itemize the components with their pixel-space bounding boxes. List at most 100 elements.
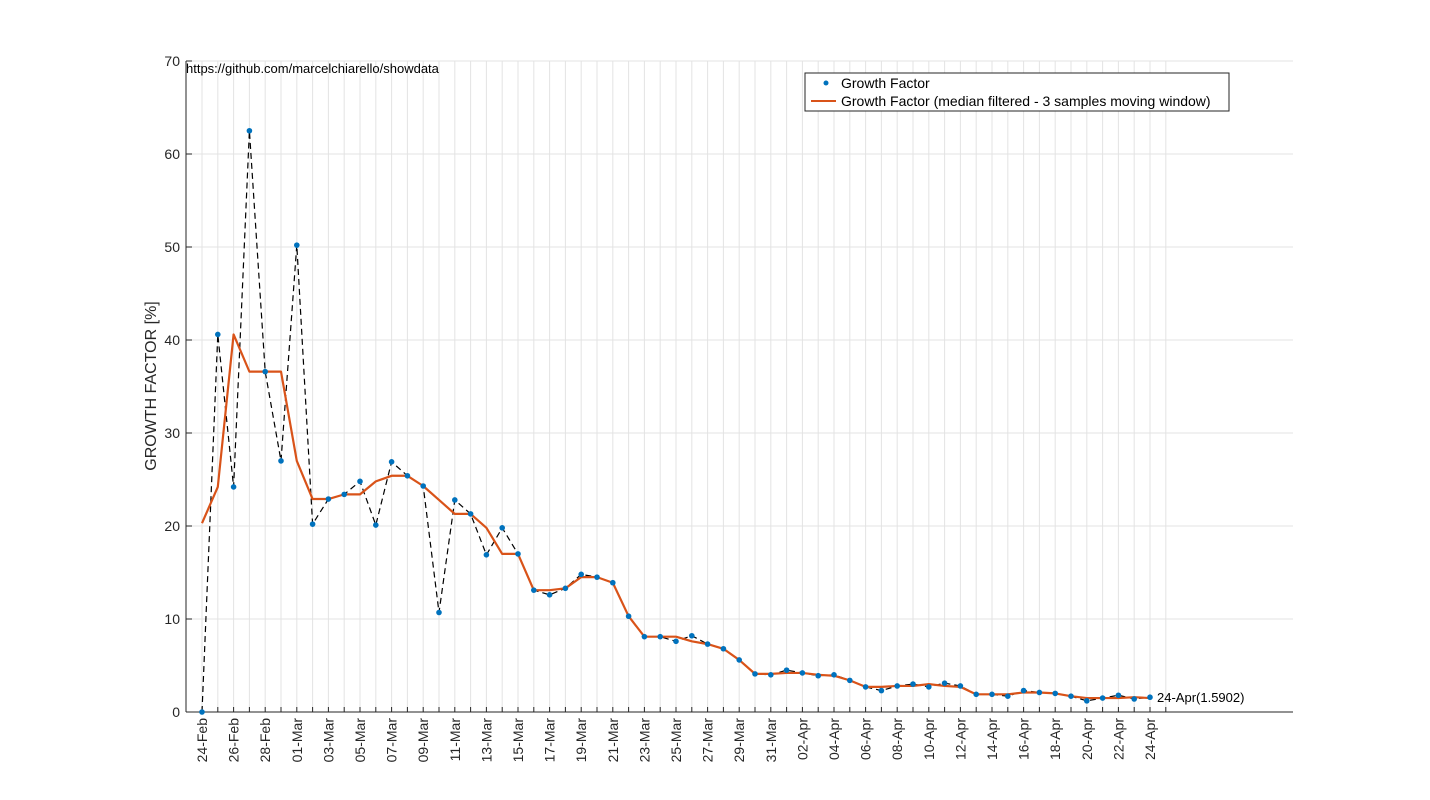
x-tick-label: 12-Apr: [952, 718, 968, 760]
growth-factor-point: [657, 633, 663, 640]
y-tick-label: 30: [164, 425, 180, 441]
x-tick-label: 11-Mar: [447, 718, 463, 762]
growth-factor-point: [452, 497, 458, 503]
x-tick-label: 24-Feb: [194, 718, 210, 763]
x-tick-label: 27-Mar: [700, 718, 716, 763]
growth-factor-point: [1131, 696, 1137, 702]
growth-factor-point: [230, 484, 237, 490]
legend: Growth Factor Growth Factor (median filt…: [804, 72, 1230, 112]
growth-factor-point: [357, 478, 363, 485]
growth-factor-point: [973, 691, 979, 698]
growth-factor-point: [325, 496, 332, 502]
growth-factor-point: [436, 609, 442, 616]
x-tick-label: 05-Mar: [352, 718, 368, 763]
growth-factor-point: [1036, 689, 1043, 696]
x-tick-label: 24-Apr: [1142, 718, 1158, 760]
growth-factor-point: [1099, 695, 1106, 701]
growth-factor-point: [483, 552, 490, 558]
axis-ticks: 0 10 20 30 40 50 60 70 24-Feb 26-Feb 28-Feb 01-Mar 0…: [164, 53, 1167, 763]
growth-factor-point: [562, 585, 569, 592]
growth-factor-point: [673, 638, 679, 645]
growth-factor-point: [546, 592, 553, 598]
growth-factor-point: [594, 574, 600, 580]
growth-factor-point: [1005, 693, 1011, 699]
growth-factor-point: [1068, 693, 1074, 699]
growth-factor-point: [610, 579, 616, 586]
y-tick-label: 60: [164, 146, 180, 162]
legend-marker-growth-factor: [823, 80, 829, 86]
legend-box: [804, 72, 1230, 112]
x-tick-label: 20-Apr: [1079, 718, 1095, 760]
growth-factor-point: [625, 613, 632, 620]
growth-factor-point: [1084, 698, 1090, 704]
growth-factor-point: [831, 672, 837, 678]
y-tick-label: 0: [172, 704, 180, 720]
growth-factor-point: [262, 368, 269, 375]
x-tick-label: 29-Mar: [731, 718, 747, 763]
growth-factor-point: [215, 331, 221, 338]
growth-factor-point: [294, 242, 300, 248]
x-tick-label: 13-Mar: [478, 718, 494, 763]
growth-factor-point: [404, 472, 411, 479]
x-tick-label: 23-Mar: [636, 718, 652, 763]
growth-factor-point: [531, 587, 537, 593]
growth-factor-point: [578, 571, 584, 578]
x-tick-label: 15-Mar: [510, 718, 526, 763]
growth-factor-point: [1115, 692, 1122, 699]
growth-factor-point: [989, 691, 995, 698]
growth-factor-point: [467, 511, 474, 517]
y-axis-label: GROWTH FACTOR [%]: [143, 301, 160, 470]
y-tick-label: 10: [164, 611, 180, 627]
growth-factor-point: [388, 459, 395, 465]
y-tick-label: 40: [164, 332, 180, 348]
growth-factor-point: [878, 687, 885, 694]
x-tick-label: 14-Apr: [984, 718, 1000, 760]
x-tick-label: 31-Mar: [763, 718, 779, 763]
x-tick-label: 10-Apr: [921, 718, 937, 760]
x-tick-label: 18-Apr: [1047, 718, 1063, 760]
grid: [186, 60, 1293, 713]
growth-factor-point: [689, 632, 695, 639]
x-tick-label: 08-Apr: [889, 718, 905, 760]
x-tick-label: 06-Apr: [858, 718, 874, 760]
growth-factor-point: [752, 671, 758, 677]
growth-factor-point: [373, 522, 379, 528]
growth-factor-point: [799, 670, 806, 676]
legend-entry-growth-factor: Growth Factor: [841, 75, 930, 91]
growth-factor-point: [704, 641, 711, 647]
growth-factor-point: [783, 667, 790, 673]
growth-factor-point: [926, 684, 932, 690]
growth-factor-point: [862, 684, 869, 690]
x-tick-label: 16-Apr: [1016, 718, 1032, 760]
legend-entry-median-filtered: Growth Factor (median filtered - 3 sampl…: [841, 93, 1211, 109]
x-tick-label: 28-Feb: [257, 718, 273, 763]
plot-area: [199, 127, 1153, 715]
y-tick-label: 50: [164, 239, 180, 255]
growth-factor-point: [309, 521, 316, 527]
last-point-label: 24-Apr(1.5902): [1157, 690, 1244, 705]
x-tick-label: 22-Apr: [1110, 718, 1126, 760]
growth-factor-point: [894, 683, 900, 689]
x-tick-label: 03-Mar: [320, 718, 336, 763]
growth-factor-point: [847, 677, 853, 684]
growth-factor-point: [815, 672, 821, 679]
growth-factor-point: [199, 709, 205, 715]
growth-factor-point: [720, 645, 727, 652]
x-tick-label: 07-Mar: [384, 718, 400, 763]
growth-factor-point: [278, 458, 284, 464]
growth-factor-point: [420, 483, 427, 489]
x-tick-label: 09-Mar: [415, 718, 431, 763]
growth-factor-point: [941, 680, 948, 686]
x-tick-label: 17-Mar: [542, 718, 558, 763]
growth-factor-point: [246, 127, 253, 134]
x-tick-label: 21-Mar: [605, 718, 621, 763]
growth-factor-point: [768, 672, 774, 678]
source-annotation: https://github.com/marcelchiarello/showd…: [186, 61, 440, 76]
x-tick-label: 26-Feb: [226, 718, 242, 763]
x-tick-label: 01-Mar: [289, 718, 305, 763]
y-tick-label: 20: [164, 518, 180, 534]
x-tick-label: 04-Apr: [826, 718, 842, 760]
y-tick-label: 70: [164, 53, 180, 69]
growth-factor-point: [341, 491, 348, 498]
growth-factor-point: [499, 525, 506, 531]
